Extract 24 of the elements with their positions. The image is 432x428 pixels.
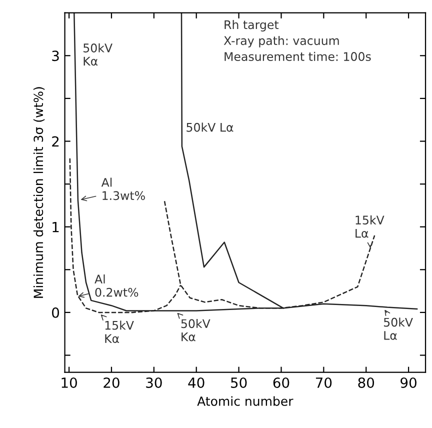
x-tick-label: 50 — [231, 377, 247, 388]
y-tick-label: 3 — [52, 50, 59, 62]
annotation: Al 0.2wt% — [94, 274, 138, 297]
x-axis-title: Atomic number — [197, 396, 294, 406]
annotation: 50kV Kα — [84, 43, 112, 66]
x-tick-label: 30 — [146, 377, 162, 388]
annotation: 15kV Kα — [105, 320, 134, 343]
annotation: Rh target X-ray path: vacuum Measurement time: 100s — [224, 20, 371, 61]
annotation: 15kV Lα — [356, 215, 384, 238]
x-tick-label: 20 — [104, 377, 120, 388]
y-axis-title: Minimum detection limit 3σ (wt%) — [33, 87, 45, 298]
x-tick-label: 90 — [400, 377, 416, 388]
annotation: 50kV Lα — [186, 122, 234, 132]
annotation: Al 1.3wt% — [101, 178, 145, 200]
x-tick-label: 40 — [188, 377, 204, 388]
annotation: 50kV Lα — [384, 318, 413, 340]
x-tick-label: 70 — [316, 377, 332, 388]
y-tick-label: 2 — [52, 136, 59, 147]
y-tick-label: 1 — [52, 222, 59, 232]
x-tick-label: 80 — [358, 377, 374, 388]
x-tick-label: 60 — [273, 377, 290, 388]
annotation: 50kV Kα — [181, 318, 210, 342]
y-tick-label: 0 — [52, 307, 60, 318]
x-tick-label: 10 — [62, 377, 77, 388]
